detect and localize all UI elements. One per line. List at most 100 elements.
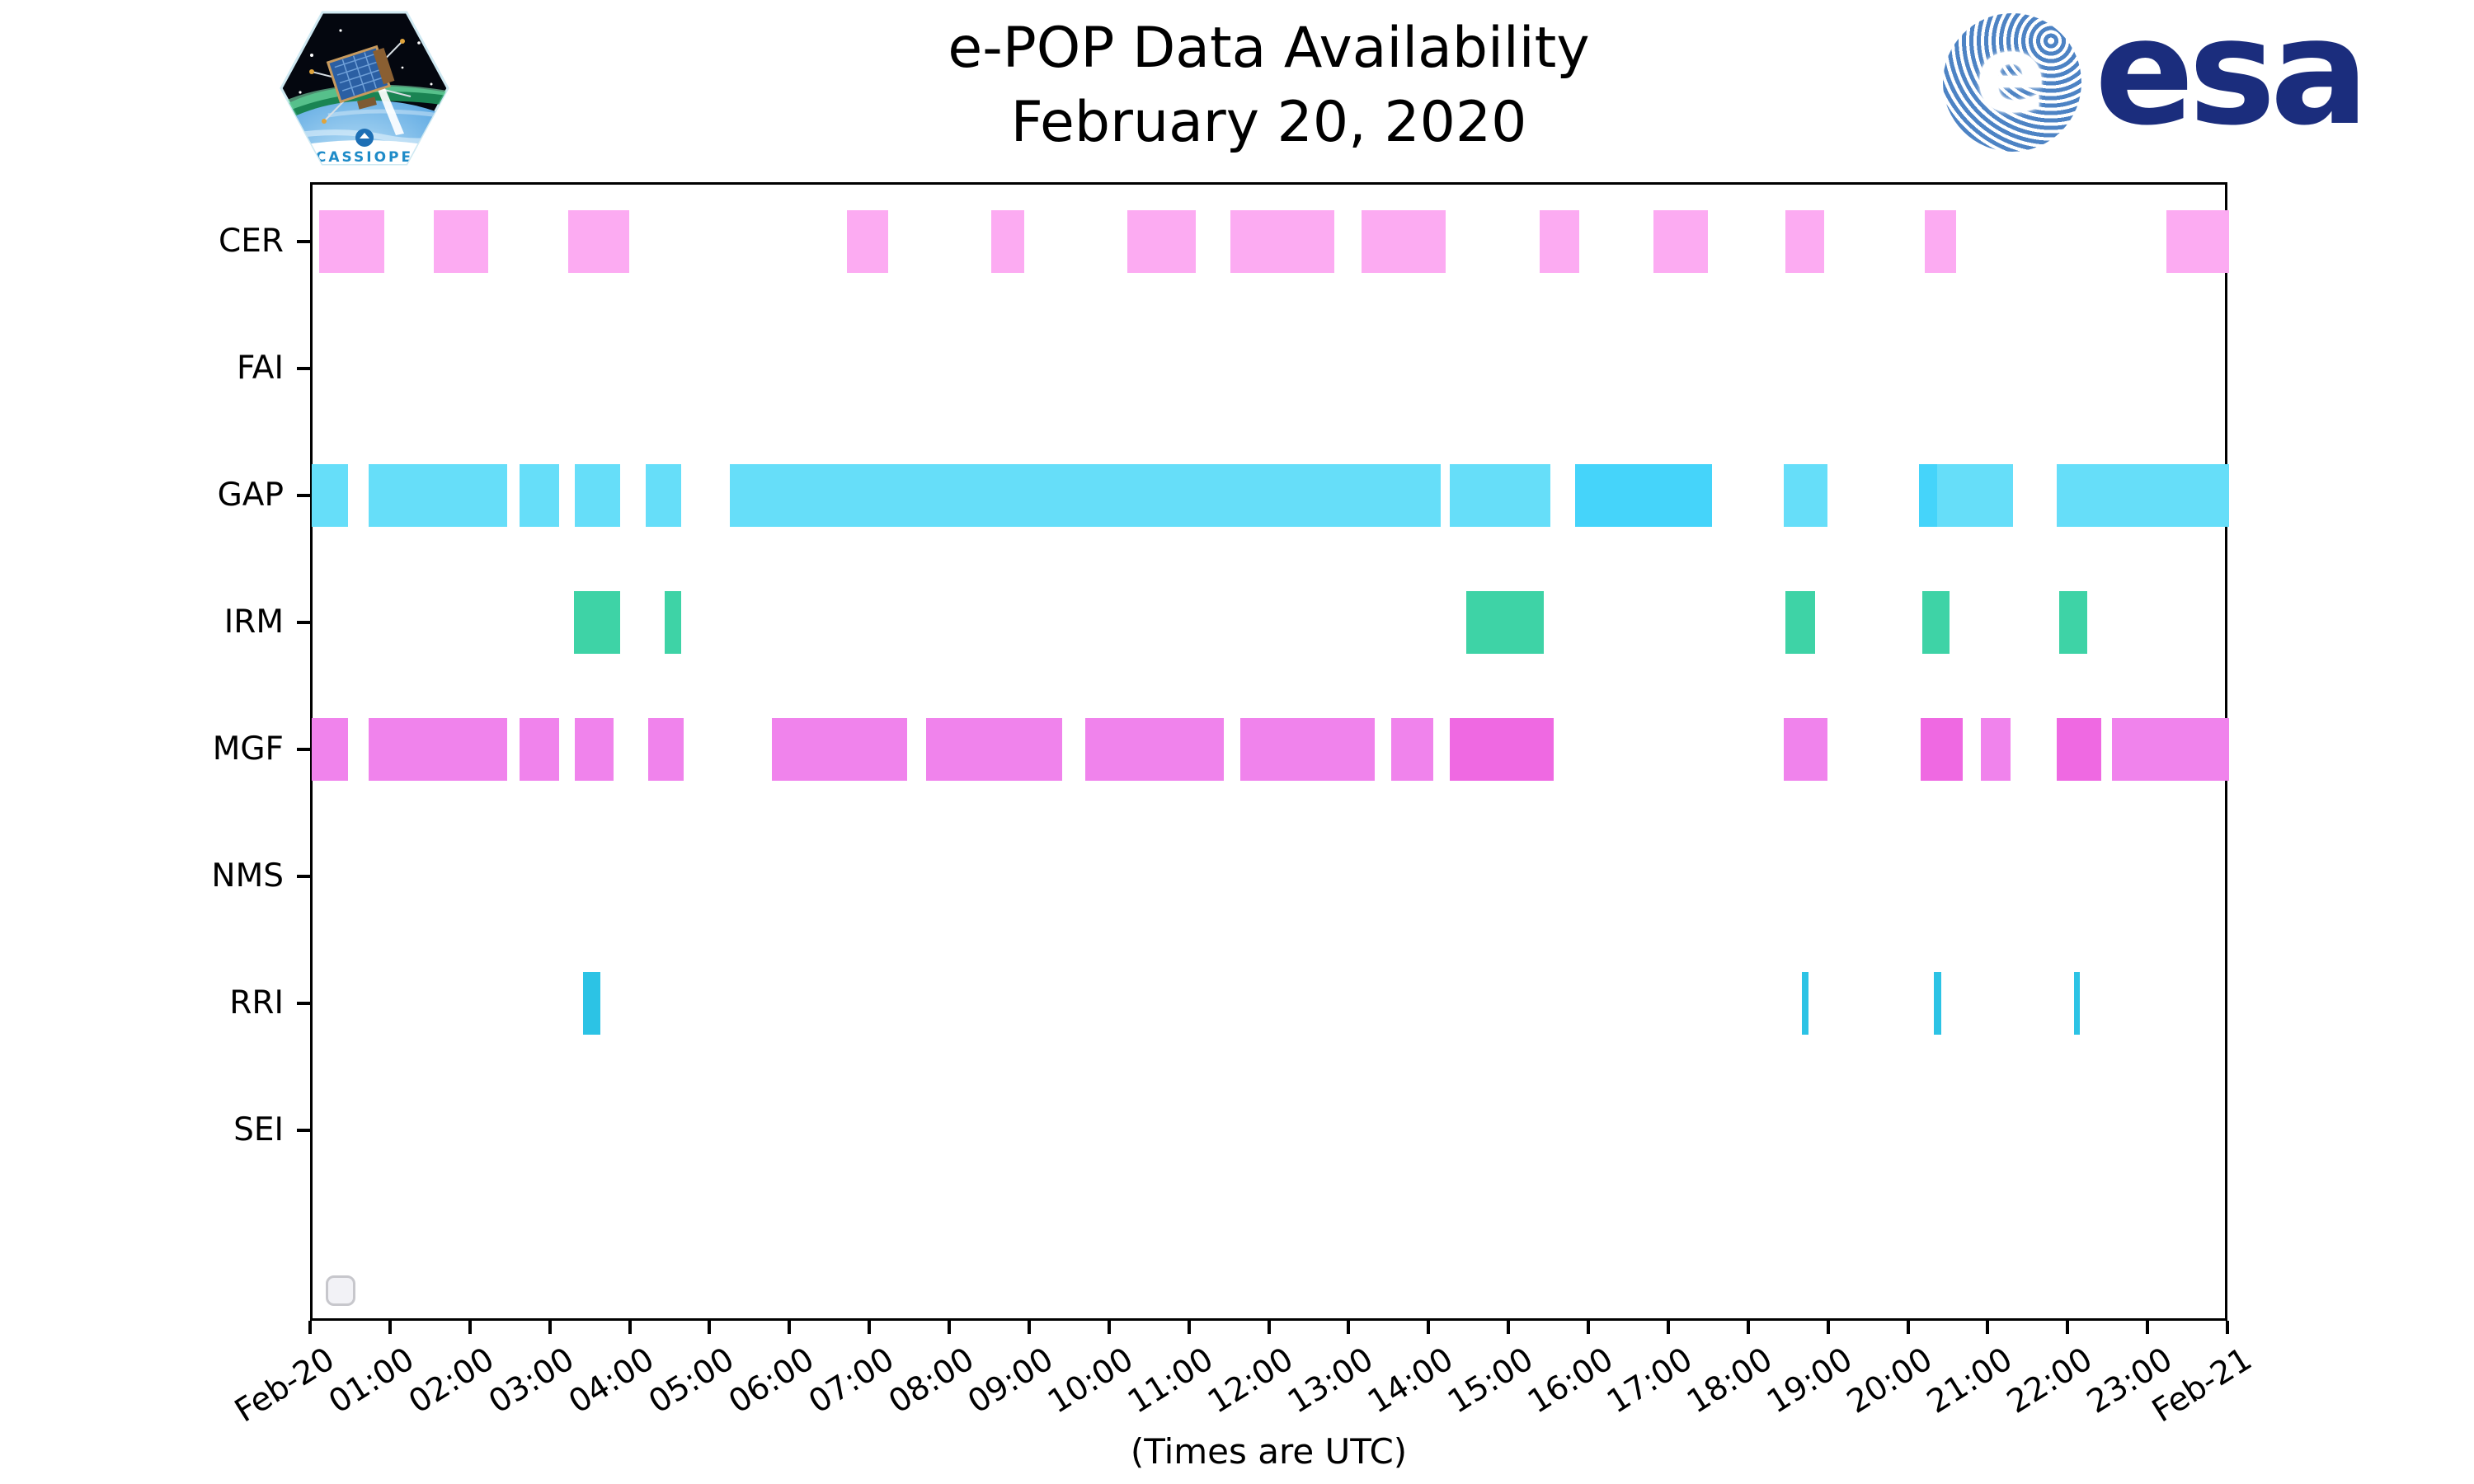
x-tick-11:00 [1187, 1321, 1191, 1334]
availability-bar-MGF [520, 718, 559, 781]
x-tick-10:00 [1107, 1321, 1111, 1334]
satellite [309, 39, 412, 135]
availability-bar-CER [1362, 210, 1446, 273]
row-label-GAP: GAP [217, 477, 284, 514]
esa-wordmark: esa [2095, 0, 2369, 157]
x-tick-07:00 [868, 1321, 872, 1334]
cassiope-patch-graphic: CASSIOPE [280, 11, 449, 166]
availability-bar-MGF [771, 718, 908, 781]
availability-bar-MGF [2057, 718, 2101, 781]
esa-globe-icon: e [1943, 13, 2081, 152]
availability-bar-CER [846, 210, 888, 273]
availability-bar-CER [1925, 210, 1957, 273]
y-tick-RRI [297, 1002, 310, 1005]
x-tick-label-03:00: 03:00 [482, 1341, 581, 1421]
x-tick-label-15:00: 15:00 [1441, 1341, 1540, 1421]
row-label-SEI: SEI [233, 1111, 284, 1148]
title-block: e-POP Data Availability February 20, 202… [310, 12, 2227, 160]
availability-bar-MGF [1240, 718, 1375, 781]
row-label-MGF: MGF [212, 730, 284, 768]
availability-bar-CER [1540, 210, 1579, 273]
esa-globe-letter: e [1974, 13, 2047, 137]
y-tick-FAI [297, 367, 310, 370]
x-tick-label-21:00: 21:00 [1921, 1341, 2020, 1421]
availability-bar-IRM [1466, 591, 1545, 654]
x-tick-04:00 [628, 1321, 632, 1334]
legend-box [326, 1275, 355, 1306]
x-tick-06:00 [788, 1321, 792, 1334]
x-tick-label-22:00: 22:00 [2000, 1341, 2100, 1421]
x-tick-label-09:00: 09:00 [962, 1341, 1061, 1421]
x-tick-08:00 [948, 1321, 951, 1334]
availability-bar-IRM [1785, 591, 1815, 654]
row-label-NMS: NMS [211, 857, 284, 895]
x-tick-Feb-21 [2226, 1321, 2229, 1334]
availability-bar-RRI [1934, 972, 1941, 1035]
x-tick-15:00 [1507, 1321, 1511, 1334]
availability-bar-MGF [369, 718, 507, 781]
row-label-CER: CER [219, 223, 284, 260]
availability-bar-CER [433, 210, 488, 273]
x-tick-label-13:00: 13:00 [1282, 1341, 1380, 1421]
availability-bar-MGF [575, 718, 614, 781]
availability-bar-RRI [582, 972, 601, 1035]
y-tick-IRM [297, 621, 310, 624]
patch-label: CASSIOPE [316, 149, 413, 166]
x-tick-13:00 [1347, 1321, 1351, 1334]
chart-subtitle: February 20, 2020 [1010, 89, 1527, 155]
availability-bar-GAP [1918, 464, 1937, 527]
y-tick-MGF [297, 748, 310, 751]
x-tick-label-17:00: 17:00 [1601, 1341, 1700, 1421]
x-tick-label-10:00: 10:00 [1042, 1341, 1141, 1421]
x-tick-21:00 [1986, 1321, 1990, 1334]
availability-bar-MGF [926, 718, 1063, 781]
x-tick-label-20:00: 20:00 [1841, 1341, 1940, 1421]
x-tick-12:00 [1267, 1321, 1271, 1334]
y-tick-SEI [297, 1129, 310, 1132]
x-tick-23:00 [2146, 1321, 2150, 1334]
availability-bar-CER [319, 210, 384, 273]
row-label-FAI: FAI [236, 350, 284, 387]
x-tick-label-02:00: 02:00 [402, 1341, 501, 1421]
row-label-IRM: IRM [223, 603, 284, 641]
x-tick-label-11:00: 11:00 [1122, 1341, 1221, 1421]
x-tick-14:00 [1427, 1321, 1431, 1334]
patch-banner [281, 140, 448, 164]
x-tick-label-05:00: 05:00 [642, 1341, 741, 1421]
availability-bar-CER [1126, 210, 1196, 273]
x-tick-label-18:00: 18:00 [1681, 1341, 1780, 1421]
x-tick-label-19:00: 19:00 [1761, 1341, 1860, 1421]
x-tick-17:00 [1666, 1321, 1670, 1334]
chart-title: e-POP Data Availability [948, 16, 1590, 81]
availability-bar-MGF [1783, 718, 1828, 781]
esa-logo: e esa [1943, 0, 2372, 162]
availability-bar-MGF [1391, 718, 1433, 781]
availability-bar-GAP [646, 464, 682, 527]
cassiope-mission-patch: CASSIOPE [279, 10, 450, 167]
availability-bar-MGF [1920, 718, 1963, 781]
availability-bar-IRM [2059, 591, 2088, 654]
availability-bar-IRM [664, 591, 682, 654]
x-tick-02:00 [468, 1321, 472, 1334]
x-tick-01:00 [388, 1321, 392, 1334]
availability-bar-RRI [1802, 972, 1808, 1035]
availability-bar-GAP [2057, 464, 2229, 527]
x-tick-03:00 [548, 1321, 552, 1334]
y-tick-GAP [297, 494, 310, 497]
x-tick-19:00 [1826, 1321, 1830, 1334]
availability-bar-GAP [1449, 464, 1551, 527]
availability-bar-MGF [1981, 718, 2011, 781]
availability-bar-MGF [648, 718, 684, 781]
availability-bar-GAP [1575, 464, 1712, 527]
x-tick-Feb-20 [308, 1321, 312, 1334]
x-tick-label-12:00: 12:00 [1202, 1341, 1300, 1421]
x-tick-20:00 [1906, 1321, 1910, 1334]
availability-bar-IRM [574, 591, 621, 654]
row-label-RRI: RRI [229, 984, 284, 1021]
x-tick-09:00 [1027, 1321, 1031, 1334]
x-tick-16:00 [1587, 1321, 1590, 1334]
y-tick-CER [297, 240, 310, 243]
x-tick-label-04:00: 04:00 [562, 1341, 661, 1421]
x-tick-label-08:00: 08:00 [882, 1341, 981, 1421]
